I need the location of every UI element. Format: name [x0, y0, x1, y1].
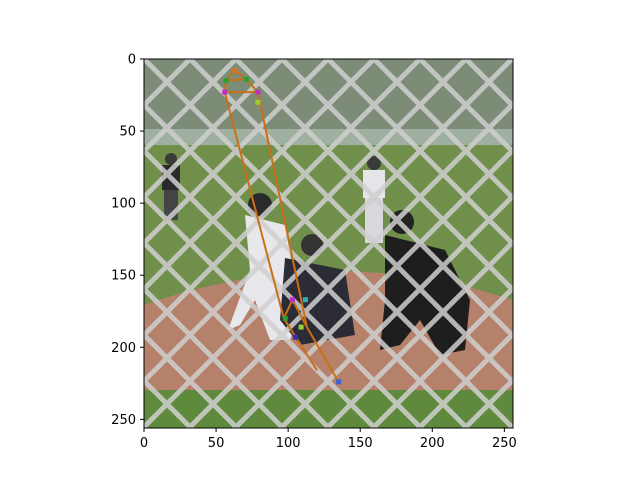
skeleton-line: [306, 326, 340, 383]
x-tick-label: 100: [276, 436, 301, 451]
x-tick-label: 200: [420, 436, 445, 451]
keypoint-marker: [243, 76, 249, 82]
skeleton-line: [226, 78, 247, 82]
keypoint-marker: [336, 379, 342, 385]
x-tick-label: 0: [140, 436, 148, 451]
keypoint-marker: [255, 89, 261, 95]
baseball-photo: [144, 59, 513, 428]
skeleton-line: [256, 91, 308, 328]
x-tick-label: 150: [348, 436, 373, 451]
y-tick-label: 250: [111, 413, 136, 428]
axes-frame: [143, 58, 514, 429]
skeleton-line: [223, 91, 285, 319]
chain-link-fence: [144, 59, 513, 428]
keypoint-marker: [292, 334, 298, 340]
keypoint-marker: [232, 68, 238, 74]
y-axis: 0 50 100 150 200 250: [111, 53, 144, 428]
y-tick-label: 100: [111, 197, 136, 212]
x-axis: 0 50 100 150 200 250: [140, 428, 517, 451]
keypoint-marker: [255, 99, 261, 105]
keypoint-marker: [223, 78, 229, 84]
keypoint-marker: [282, 315, 288, 321]
keypoint-marker: [298, 324, 304, 330]
keypoint-marker: [222, 89, 228, 95]
x-tick-label: 250: [492, 436, 517, 451]
y-tick-label: 150: [111, 269, 136, 284]
keypoint-marker: [302, 297, 308, 303]
y-tick-label: 0: [128, 53, 136, 68]
pose-keypoints: [222, 68, 342, 385]
keypoint-marker: [289, 297, 295, 303]
skeleton-line: [282, 317, 318, 371]
y-tick-label: 50: [119, 125, 136, 140]
x-tick-label: 50: [208, 436, 225, 451]
y-tick-label: 200: [111, 341, 136, 356]
